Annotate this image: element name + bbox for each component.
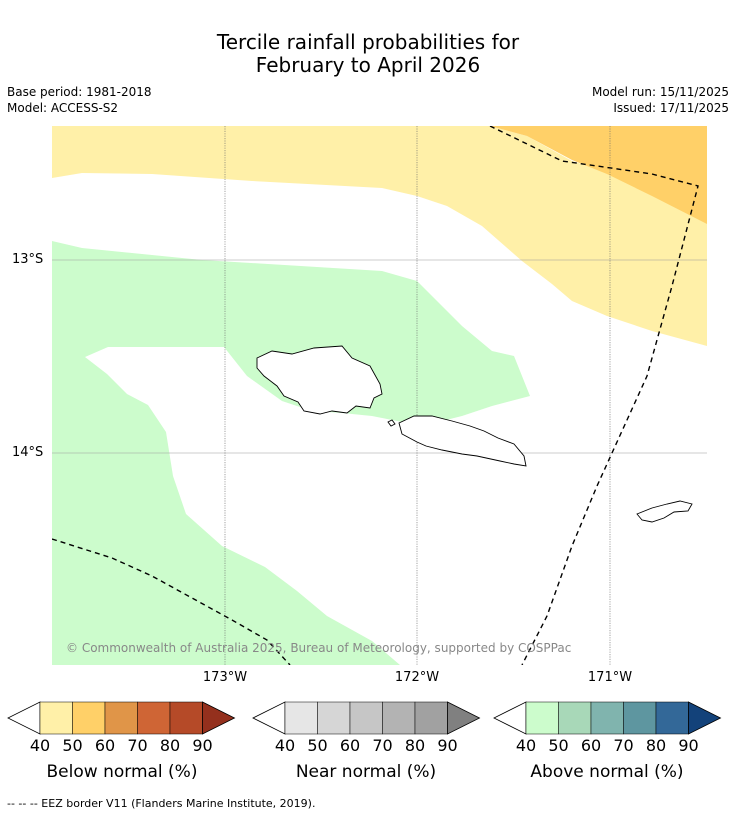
colorbar-near-segment xyxy=(284,701,318,735)
colorbar-tick-label: 40 xyxy=(274,736,296,755)
colorbar-tick-label: 50 xyxy=(307,736,328,755)
issued-date: Issued: 17/11/2025 xyxy=(613,101,729,115)
meta-left: Base period: 1981-2018 Model: ACCESS-S2 xyxy=(7,84,152,116)
colorbar-below-min-extend xyxy=(7,701,41,735)
colorbar-above-segment xyxy=(655,701,689,735)
colorbar-above-segment xyxy=(623,701,657,735)
colorbar-tick-label: 90 xyxy=(678,736,699,755)
colorbar-above-segment xyxy=(558,701,592,735)
colorbar-below-segment xyxy=(104,701,138,735)
meta-right: Model run: 15/11/2025 Issued: 17/11/2025 xyxy=(592,84,729,116)
colorbar-tick-label: 80 xyxy=(159,736,181,755)
colorbar-tick-label: 90 xyxy=(192,736,213,755)
model-run: Model run: 15/11/2025 xyxy=(591,85,729,99)
lon-label-173w: 173°W xyxy=(202,670,248,685)
colorbar-near-normal xyxy=(252,701,481,735)
colorbar-below-segment xyxy=(72,701,106,735)
colorbar-below-segment xyxy=(137,701,171,735)
colorbar-tick-label: 80 xyxy=(404,736,426,755)
colorbar-near-segment xyxy=(317,701,351,735)
colorbars xyxy=(7,701,722,735)
colorbar-tick-label: 80 xyxy=(645,736,667,755)
map-title: Tercile rainfall probabilities for Febru… xyxy=(0,31,736,77)
eez-border-american-samoa xyxy=(489,126,699,665)
colorbar-tick-label: 40 xyxy=(29,736,51,755)
colorbar-below-normal xyxy=(7,701,236,735)
colorbar-label-above: Above normal (%) xyxy=(530,762,684,782)
eez-footnote: -- -- -- EEZ border V11 (Flanders Marine… xyxy=(7,797,316,810)
colorbar-near-min-extend xyxy=(252,701,286,735)
base-period: Base period: 1981-2018 xyxy=(7,85,152,99)
colorbar-label-below: Below normal (%) xyxy=(46,762,198,782)
savaii-island xyxy=(256,345,383,415)
colorbar-tick-label: 40 xyxy=(515,736,537,755)
title-line-1: Tercile rainfall probabilities for xyxy=(216,30,520,54)
colorbar-tick-label: 50 xyxy=(548,736,569,755)
colorbar-tick-label: 70 xyxy=(613,736,634,755)
colorbar-below-segment xyxy=(169,701,203,735)
lon-label-172w: 172°W xyxy=(394,670,440,685)
colorbar-label-near: Near normal (%) xyxy=(295,762,437,782)
above-normal-40-region xyxy=(52,241,530,665)
copyright-credit: © Commonwealth of Australia 2025, Bureau… xyxy=(66,641,572,655)
colorbar-above-segment xyxy=(525,701,559,735)
colorbar-below-max-extend xyxy=(202,701,236,735)
colorbar-tick-label: 90 xyxy=(437,736,458,755)
model-name: Model: ACCESS-S2 xyxy=(7,101,119,115)
eez-border-south xyxy=(52,538,291,665)
colorbar-tick-label: 50 xyxy=(62,736,83,755)
colorbar-above-max-extend xyxy=(688,701,722,735)
tutuila-island xyxy=(636,500,693,523)
below-normal-50-region xyxy=(490,126,707,224)
colorbar-tick-label: 60 xyxy=(580,736,602,755)
colorbar-tick-label: 70 xyxy=(127,736,148,755)
colorbar-tick-label: 60 xyxy=(94,736,116,755)
manono-island xyxy=(387,419,396,427)
colorbar-tick-label: 60 xyxy=(339,736,361,755)
colorbar-above-normal xyxy=(493,701,722,735)
colorbar-above-segment xyxy=(590,701,624,735)
title-line-2: February to April 2026 xyxy=(255,53,481,77)
colorbar-above-min-extend xyxy=(493,701,527,735)
colorbar-tick-label: 70 xyxy=(372,736,393,755)
below-normal-40-region xyxy=(52,126,707,346)
colorbar-near-segment xyxy=(414,701,448,735)
lat-label-13s: 13°S xyxy=(12,252,44,267)
colorbar-near-segment xyxy=(382,701,416,735)
upolu-island xyxy=(398,415,527,467)
map-panel xyxy=(52,126,707,665)
lon-label-171w: 171°W xyxy=(587,670,633,685)
lat-label-14s: 14°S xyxy=(12,445,44,460)
colorbar-below-segment xyxy=(39,701,73,735)
colorbar-near-max-extend xyxy=(447,701,481,735)
colorbar-near-segment xyxy=(349,701,383,735)
